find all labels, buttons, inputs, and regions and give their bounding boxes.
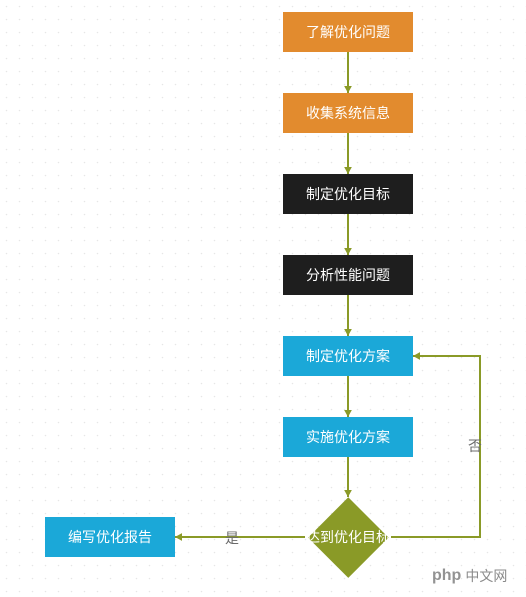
flowchart-edges: [0, 0, 526, 597]
edge-label: 否: [468, 436, 482, 456]
flowchart-node: 了解优化问题: [283, 12, 413, 52]
flowchart-decision-label: 达到优化目标: [283, 525, 413, 549]
flowchart-node: 分析性能问题: [283, 255, 413, 295]
watermark-logo: php: [432, 567, 461, 585]
flowchart-node: 收集系统信息: [283, 93, 413, 133]
edge-label: 是: [225, 528, 239, 548]
flowchart-node: 制定优化目标: [283, 174, 413, 214]
watermark-text: 中文网: [465, 566, 507, 586]
flowchart-node: 制定优化方案: [283, 336, 413, 376]
flowchart-canvas: 是 否 了解优化问题收集系统信息制定优化目标分析性能问题制定优化方案实施优化方案达到…: [0, 0, 526, 597]
flowchart-node: 实施优化方案: [283, 417, 413, 457]
watermark: php 中文网: [432, 566, 507, 586]
flowchart-node: 编写优化报告: [45, 517, 175, 557]
